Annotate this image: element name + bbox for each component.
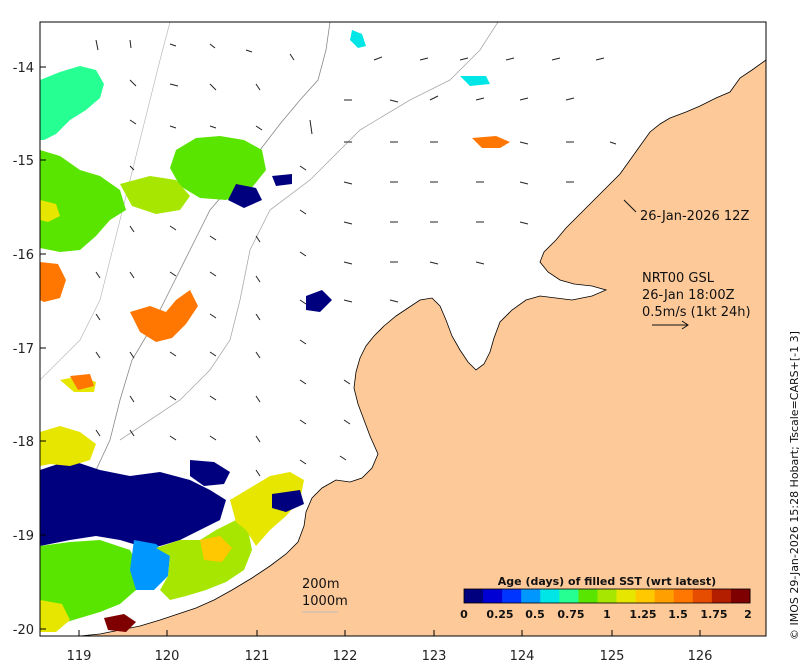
colorbar-tick-label: 0.5 [525, 608, 545, 621]
colorbar-tick-label: 1.75 [700, 608, 727, 621]
sst-patches-south [40, 426, 304, 632]
isobath-shelf [39, 21, 171, 381]
colorbar-swatch [616, 589, 637, 603]
colorbar-swatch [559, 589, 579, 603]
current-vectors [95, 39, 617, 477]
colorbar-tick-label: 2 [744, 608, 752, 621]
colorbar-swatch [483, 589, 503, 603]
vector-scale-arrow [652, 320, 689, 330]
land-mass [79, 59, 767, 637]
lat-tick-label: -14 [13, 61, 34, 76]
colorbar-title: Age (days) of filled SST (wrt latest) [498, 575, 716, 588]
isobath-1000m-label: 1000m [302, 594, 348, 609]
colorbar-swatch [711, 589, 732, 603]
lon-tick-label: 123 [422, 649, 447, 664]
colorbar-tick-label: 1.5 [668, 608, 688, 621]
lon-tick-label: 125 [600, 649, 625, 664]
colorbar-swatch [673, 589, 694, 603]
colorbar-tick-label: 1.25 [629, 608, 656, 621]
lat-tick-label: -20 [13, 623, 34, 638]
colorbar-swatch [654, 589, 675, 603]
colorbar-swatch [540, 589, 560, 603]
colorbar-tick-label: 0 [460, 608, 468, 621]
lat-axis: -14 -15 -16 -17 -18 -19 -20 [13, 61, 46, 638]
lon-tick-label: 120 [155, 649, 180, 664]
time-label-leader [623, 199, 637, 213]
lat-tick-label: -18 [13, 435, 34, 450]
isobath-200m-label: 200m [302, 577, 339, 592]
lat-tick-label: -16 [13, 248, 34, 263]
vector-scale-label: 0.5m/s (1kt 24h) [642, 305, 751, 320]
colorbar: Age (days) of filled SST (wrt latest) 0 … [454, 572, 760, 630]
lat-tick-label: -19 [13, 529, 34, 544]
colorbar-tick-label: 1 [603, 608, 611, 621]
isobath-200m [39, 21, 331, 523]
lon-axis: 119 120 121 122 123 124 125 126 [67, 630, 713, 664]
colorbar-swatch [578, 589, 598, 603]
colorbar-tick-label: 0.25 [486, 608, 513, 621]
colorbar-frame [463, 588, 751, 604]
lon-tick-label: 124 [510, 649, 535, 664]
lon-tick-label: 121 [245, 649, 270, 664]
colorbar-ramp [464, 589, 751, 603]
time-label: 26-Jan-2026 12Z [640, 209, 749, 224]
colorbar-swatch [464, 589, 484, 603]
product-label: NRT00 GSL [642, 271, 715, 286]
isobath-1000m [119, 21, 499, 441]
lat-tick-label: -15 [13, 154, 34, 169]
lat-tick-label: -17 [13, 342, 34, 357]
colorbar-tick-label: 0.75 [557, 608, 584, 621]
plot-frame [39, 21, 767, 637]
colorbar-swatch [635, 589, 656, 603]
colorbar-swatch [502, 589, 522, 603]
colorbar-swatch [597, 589, 618, 603]
lon-tick-label: 122 [333, 649, 358, 664]
lon-tick-label: 119 [67, 649, 92, 664]
colorbar-swatch [521, 589, 541, 603]
product-time-label: 26-Jan 18:00Z [642, 288, 735, 303]
colorbar-swatch [692, 589, 713, 603]
credit-text: © IMOS 29-Jan-2026 15:28 Hobart; Tscale=… [788, 331, 801, 640]
lon-tick-label: 126 [688, 649, 713, 664]
colorbar-swatch [730, 589, 751, 603]
sst-patches [40, 30, 510, 392]
